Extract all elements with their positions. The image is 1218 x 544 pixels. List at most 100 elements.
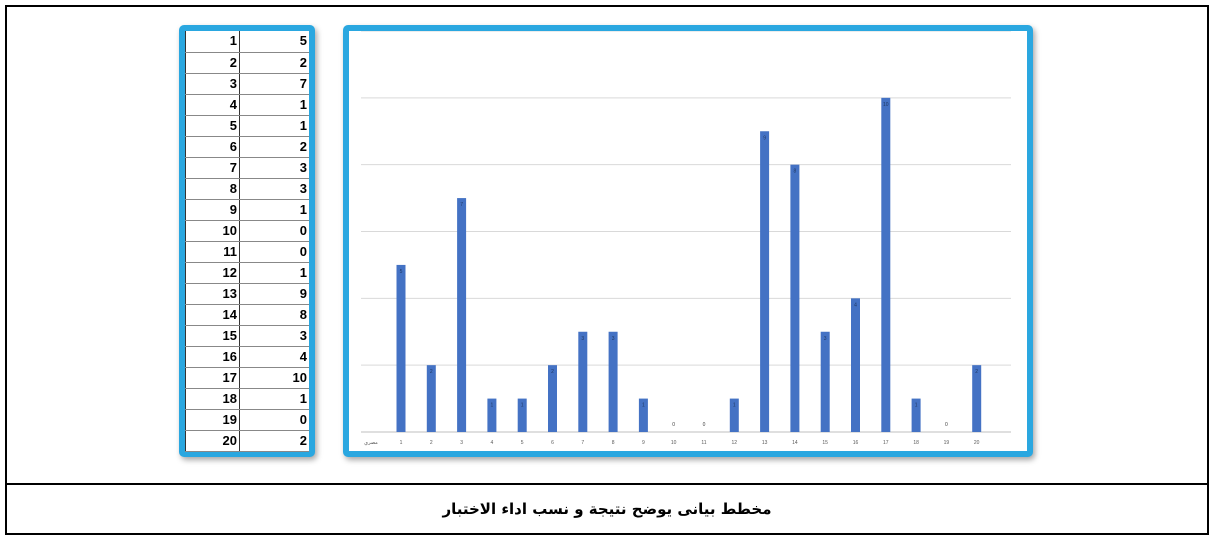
x-tick-label: 16 (853, 440, 859, 446)
bar-chart: مصري512273141526373819010011112913814315… (361, 31, 1011, 446)
data-label: 3 (612, 336, 615, 342)
bar (608, 331, 618, 432)
table-row: 20 2 (185, 430, 309, 452)
row-number-cell: 6 (185, 136, 240, 158)
row-value-cell: 1 (239, 388, 309, 410)
data-label: 7 (460, 202, 463, 208)
row-number-cell: 12 (185, 262, 240, 284)
data-label: 1 (915, 403, 918, 409)
x-tick-label: 7 (581, 440, 584, 446)
data-label: 2 (975, 369, 978, 375)
row-value-cell: 2 (239, 52, 309, 74)
x-tick-label: 2 (430, 440, 433, 446)
row-value-cell: 3 (239, 178, 309, 200)
row-value-cell: 1 (239, 262, 309, 284)
x-tick-label: 12 (732, 440, 738, 446)
data-label: 9 (763, 135, 766, 141)
row-value-cell: 1 (239, 115, 309, 137)
bar (729, 398, 739, 432)
bar (578, 331, 588, 432)
bar (881, 97, 891, 432)
figure-frame (5, 5, 1209, 535)
row-value-cell: 4 (239, 346, 309, 368)
row-number-cell: 16 (185, 346, 240, 368)
table-row: 14 8 (185, 304, 309, 326)
data-label: 0 (945, 422, 948, 428)
x-tick-label: 11 (701, 440, 706, 446)
x-tick-label: 10 (671, 440, 677, 446)
x-tick-label: 15 (822, 440, 828, 446)
x-tick-label: 19 (944, 440, 950, 446)
row-number-cell: 17 (185, 367, 240, 389)
data-label: 5 (400, 269, 403, 275)
bar (396, 264, 406, 432)
row-number-cell: 8 (185, 178, 240, 200)
x-tick-label: 14 (792, 440, 798, 446)
row-number-cell: 14 (185, 304, 240, 326)
bar (851, 298, 860, 432)
table-row: 19 0 (185, 409, 309, 431)
bar (790, 164, 800, 432)
data-label: 0 (672, 422, 675, 428)
table-row: 11 0 (185, 241, 309, 263)
bar (426, 365, 436, 432)
data-table-panel: 1 5 2 2 3 7 4 1 5 1 6 2 7 3 8 3 9 1 10 0 11 0 12 1 13 9 14 8 15 3 16 4 1… (179, 25, 315, 457)
row-value-cell: 2 (239, 136, 309, 158)
data-label: 0 (703, 422, 706, 428)
row-number-cell: 19 (185, 409, 240, 431)
data-label: 1 (733, 403, 736, 409)
row-number-cell: 3 (185, 73, 240, 95)
row-number-cell: 5 (185, 115, 240, 137)
x-tick-label: 4 (491, 440, 494, 446)
table-row: 17 10 (185, 367, 309, 389)
row-value-cell: 7 (239, 73, 309, 95)
data-label: 1 (521, 403, 524, 409)
row-value-cell: 0 (239, 409, 309, 431)
axis-stub-label: مصري (364, 440, 378, 446)
data-label: 2 (430, 369, 433, 375)
x-tick-label: 1 (400, 440, 403, 446)
row-value-cell: 10 (239, 367, 309, 389)
x-tick-label: 18 (913, 440, 919, 446)
bar (457, 198, 467, 432)
row-number-cell: 2 (185, 52, 240, 74)
row-number-cell: 7 (185, 157, 240, 179)
row-number-cell: 10 (185, 220, 240, 242)
data-label: 3 (824, 336, 827, 342)
row-value-cell: 5 (239, 31, 309, 53)
row-value-cell: 0 (239, 241, 309, 263)
row-value-cell: 3 (239, 325, 309, 347)
row-value-cell: 1 (239, 199, 309, 221)
row-value-cell: 8 (239, 304, 309, 326)
data-label: 8 (794, 169, 797, 175)
bar (487, 398, 497, 432)
row-number-cell: 15 (185, 325, 240, 347)
x-tick-label: 9 (642, 440, 645, 446)
data-label: 1 (642, 403, 645, 409)
row-number-cell: 1 (185, 31, 240, 53)
row-number-cell: 13 (185, 283, 240, 305)
row-value-cell: 1 (239, 94, 309, 116)
row-number-cell: 20 (185, 430, 240, 452)
row-number-cell: 18 (185, 388, 240, 410)
bar (638, 398, 648, 432)
row-number-cell: 11 (185, 241, 240, 263)
row-number-cell: 4 (185, 94, 240, 116)
data-label: 1 (491, 403, 494, 409)
data-label: 4 (854, 302, 857, 308)
row-value-cell: 9 (239, 283, 309, 305)
row-value-cell: 0 (239, 220, 309, 242)
row-value-cell: 3 (239, 157, 309, 179)
bar (911, 398, 921, 432)
data-label: 10 (883, 102, 889, 108)
data-label: 3 (581, 336, 584, 342)
bar (548, 365, 557, 432)
table-row: 16 4 (185, 346, 309, 368)
x-tick-label: 20 (974, 440, 980, 446)
